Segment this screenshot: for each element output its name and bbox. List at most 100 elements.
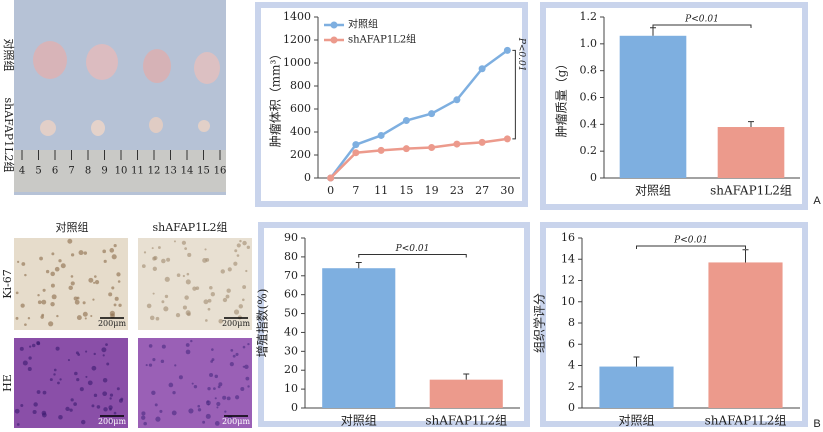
panel-letter: A [813, 195, 821, 207]
scale-label: 200μm [98, 319, 126, 328]
cell [236, 243, 241, 248]
cell [42, 390, 47, 395]
cell [27, 316, 31, 320]
point [402, 117, 410, 124]
cell [36, 390, 41, 394]
cell [209, 285, 213, 290]
cell [207, 307, 211, 311]
y-tick-label: 4 [568, 359, 575, 372]
cell [151, 247, 154, 250]
cell [118, 303, 122, 307]
y-tick-label: 14 [561, 252, 575, 265]
cell [96, 405, 101, 409]
cell [152, 266, 157, 271]
cell [102, 354, 105, 357]
legend-label: 对照组 [348, 18, 378, 31]
cell [45, 269, 50, 274]
cell [242, 285, 247, 289]
cell [233, 309, 240, 315]
y-tick-label: 1400 [283, 10, 311, 23]
cell [41, 313, 45, 317]
cell [36, 341, 41, 345]
y-tick-label: 80 [284, 250, 298, 263]
bar [599, 366, 674, 408]
cell [103, 407, 108, 412]
cell [111, 286, 115, 290]
y-axis-label: 增殖指数(%) [255, 289, 270, 358]
cell [32, 409, 37, 415]
photo-label: shAFAP1L2组 [2, 98, 16, 173]
cell [91, 404, 95, 408]
cell [185, 279, 191, 285]
cell [209, 372, 214, 377]
cell [154, 403, 158, 407]
y-tick-label: 0.2 [580, 144, 598, 157]
cell [101, 347, 107, 353]
x-tick-label: 对照组 [341, 414, 377, 428]
cell [116, 387, 120, 391]
cell [211, 348, 214, 351]
cell [192, 286, 197, 291]
cell [222, 297, 228, 303]
cell [93, 393, 98, 398]
series-line [329, 137, 508, 179]
cell [109, 393, 114, 397]
ruler-number: 12 [148, 166, 161, 177]
chart-area [261, 8, 522, 201]
cell [19, 346, 24, 351]
cell [85, 375, 88, 378]
cell [204, 248, 207, 251]
cell [182, 305, 187, 310]
point [503, 135, 511, 143]
cell [54, 266, 60, 272]
x-tick-label: 15 [399, 184, 413, 197]
cell [242, 298, 245, 302]
x-tick-label: 对照组 [635, 184, 671, 198]
cell [31, 343, 36, 348]
tumors [33, 41, 220, 136]
cell [202, 420, 206, 424]
ruler-number: 13 [164, 166, 177, 177]
cell [56, 314, 59, 318]
cell [111, 254, 117, 260]
cell [85, 350, 88, 353]
cell [146, 303, 152, 309]
cell [77, 353, 81, 356]
y-tick-label: 0.8 [580, 64, 598, 77]
cell [67, 358, 71, 362]
cell [15, 291, 19, 295]
x-tick-label: shAFAP1L2组 [710, 184, 792, 198]
cell [21, 262, 26, 266]
y-tick-label: 50 [284, 307, 298, 320]
cell [224, 410, 227, 413]
x-tick-label: 19 [425, 184, 439, 197]
cell [78, 250, 84, 256]
cell [53, 368, 57, 372]
cell [172, 390, 176, 395]
cell [68, 285, 73, 291]
cell [186, 272, 190, 276]
cell [218, 318, 223, 324]
cell [102, 377, 108, 383]
cell [59, 378, 62, 381]
cell [73, 296, 78, 301]
y-tick-label: 0.6 [580, 91, 598, 104]
cell [24, 273, 27, 277]
point [453, 140, 461, 148]
y-tick-label: 60 [284, 288, 298, 301]
y-tick-label: 1.2 [580, 10, 598, 23]
cell [116, 272, 121, 277]
cell [213, 387, 216, 390]
point [428, 110, 436, 118]
cell [118, 420, 121, 423]
histology-column: 对照组 [56, 220, 89, 234]
cell [164, 294, 169, 299]
cell [83, 251, 88, 255]
cell [174, 364, 177, 367]
cell [113, 244, 117, 248]
error-bar [355, 262, 362, 269]
cell [216, 401, 221, 407]
x-tick-label: 30 [500, 184, 514, 197]
cell [109, 407, 112, 411]
